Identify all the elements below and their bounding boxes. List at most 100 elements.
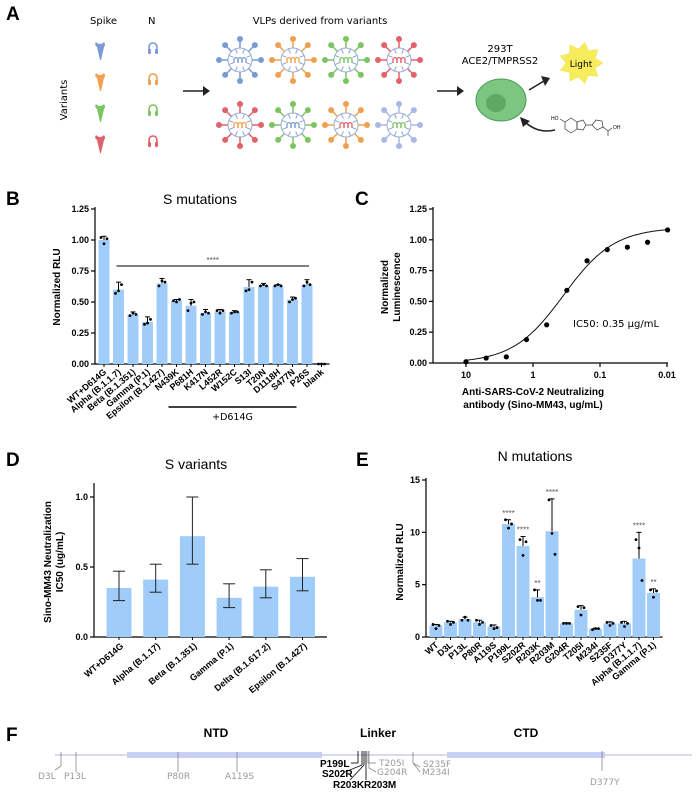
vlp-membrane-protein	[340, 66, 344, 72]
data-point	[611, 621, 615, 625]
vlp-envelope	[386, 47, 412, 73]
vlp-membrane-protein	[242, 48, 246, 54]
bars-b	[98, 235, 326, 366]
vlp-membrane-protein	[246, 62, 252, 66]
vlp-membrane-protein	[405, 62, 411, 66]
vlp-membrane-protein	[401, 66, 405, 72]
e-y-tick-label: 5	[415, 580, 420, 590]
mutation-label-s235f: S235F	[423, 760, 451, 770]
data-point	[495, 626, 499, 629]
vlp-spike-head	[381, 136, 388, 143]
data-point	[544, 322, 550, 328]
panel-label-c: C	[355, 189, 369, 210]
data-point	[186, 309, 190, 313]
cell-icon	[475, 78, 527, 122]
data-point	[265, 284, 268, 288]
data-point	[640, 579, 644, 582]
data-point	[317, 362, 320, 366]
e-y-tick-label: 0	[415, 632, 420, 642]
vlp-spike-head	[237, 78, 243, 84]
n-protein-icon-part	[148, 142, 151, 147]
data-point	[565, 621, 568, 625]
vlp-n-protein	[294, 56, 300, 63]
data-point	[114, 291, 117, 295]
vlp-membrane-protein	[340, 48, 344, 54]
vlp-membrane-protein	[348, 113, 352, 119]
data-point	[273, 284, 277, 288]
data-point	[521, 553, 525, 557]
e-y-tick-label: 15	[410, 475, 420, 485]
mutation-label-d377y: D377Y	[590, 778, 620, 788]
d-y-tick-label: 0.0	[75, 632, 88, 642]
vlp-grid	[216, 36, 423, 149]
panel-label-f: F	[6, 725, 18, 746]
curved-arrow-icon	[520, 117, 556, 132]
bar	[632, 558, 646, 637]
data-point	[584, 258, 590, 264]
bar	[487, 626, 501, 637]
vlp-spike-head	[343, 36, 349, 42]
vlp-membrane-protein	[401, 113, 405, 119]
spike-icon	[95, 104, 105, 122]
c-y-tick-label: 0.00	[409, 358, 427, 368]
vlp-spike-head	[216, 57, 222, 63]
vlp-membrane-protein	[348, 131, 352, 137]
mutation-label-r203m: R203M	[364, 780, 396, 791]
data-point	[204, 310, 207, 314]
vlp-membrane-protein	[228, 62, 234, 66]
data-point	[562, 621, 565, 625]
vlp-membrane-protein	[242, 113, 246, 119]
significance-label-b: ****	[207, 256, 219, 265]
vlp-membrane-protein	[246, 127, 252, 131]
vlp-n-protein	[347, 121, 353, 128]
vlp-spike-head	[322, 122, 328, 128]
mutation-label-r203k: R203K	[333, 780, 365, 791]
vlp-spike-head	[251, 136, 258, 143]
data-point	[649, 588, 652, 592]
cell-receptors-label: ACE2/TMPRSS2	[462, 56, 538, 67]
significance-label: ****	[517, 526, 529, 535]
d-y-tick-label: 0.5	[75, 562, 88, 572]
vlp-spike-head	[290, 101, 296, 107]
vlp-spike-head	[222, 71, 229, 78]
vlp-spike-head	[304, 42, 311, 49]
vlp-spike-head	[364, 57, 370, 63]
b-y-tick-label: 1.25	[71, 204, 89, 214]
vlp-spike-head	[417, 57, 423, 63]
d-y-tick-label: 1.0	[75, 492, 88, 502]
vlp-membrane-protein	[295, 113, 299, 119]
vlp-spike-head	[381, 107, 388, 114]
vlp-envelope	[227, 47, 253, 73]
vlp-spike-head	[290, 36, 296, 42]
vlp-spike-head	[396, 101, 402, 107]
bar	[473, 622, 486, 637]
data-point	[518, 538, 522, 542]
data-point	[463, 359, 469, 365]
bar	[574, 609, 588, 637]
n-protein-icon-part	[155, 111, 158, 116]
vlp-spike-head	[322, 57, 328, 63]
vlp-membrane-protein	[287, 48, 291, 54]
data-point	[664, 227, 671, 233]
variants-row-label: Variants	[59, 80, 70, 121]
ntd-domain-bar	[127, 752, 322, 758]
chart-title-b: S mutations	[163, 191, 237, 207]
data-point	[105, 237, 109, 241]
spike-icon-column	[95, 42, 105, 153]
vlp-spike-head	[375, 122, 381, 128]
vlp-spike-head	[269, 122, 275, 128]
vlp-membrane-protein	[228, 54, 234, 58]
vlp-membrane-protein	[401, 131, 405, 137]
data-point	[102, 242, 106, 246]
vlp-spike-head	[410, 42, 417, 49]
bars-d	[106, 496, 315, 637]
data-point	[291, 298, 294, 301]
vlp-membrane-protein	[334, 62, 340, 66]
data-point	[655, 589, 658, 593]
vlp-spike-head	[275, 42, 282, 49]
vlp-membrane-protein	[299, 62, 305, 66]
bar	[502, 523, 515, 637]
data-point	[99, 236, 103, 239]
vlp-spike-head	[251, 107, 258, 114]
vlp-n-protein	[400, 121, 406, 128]
